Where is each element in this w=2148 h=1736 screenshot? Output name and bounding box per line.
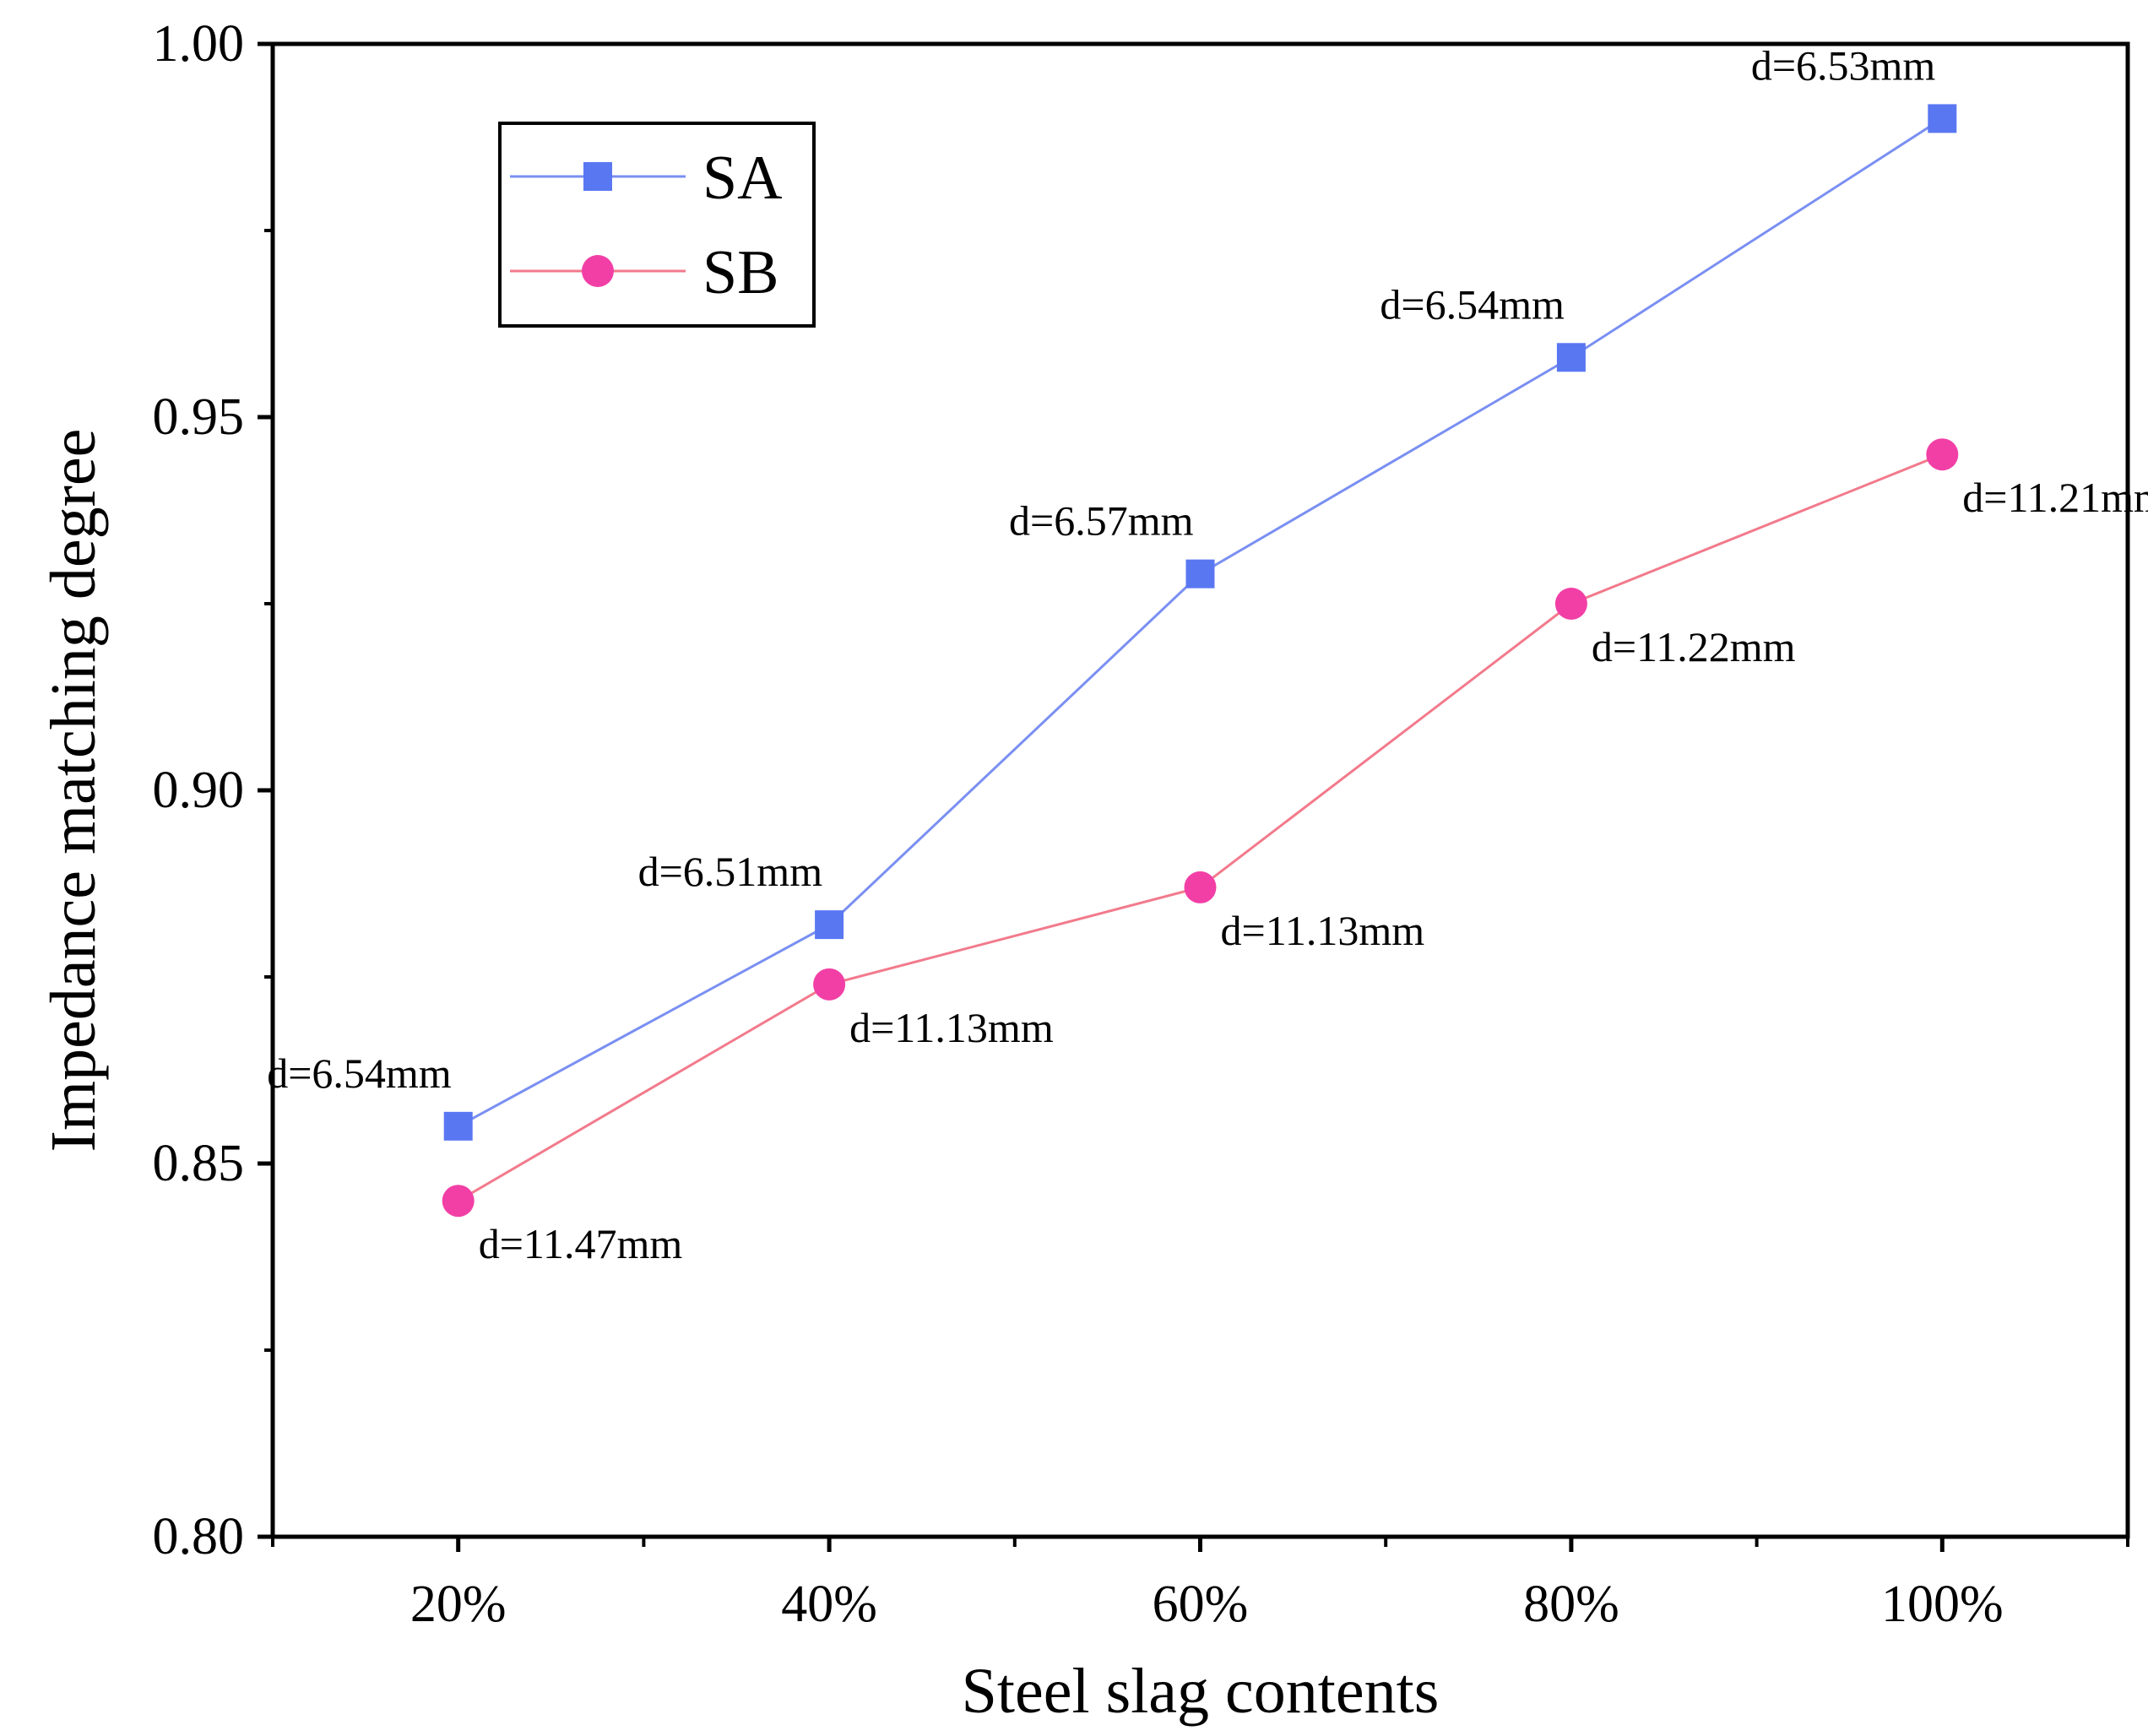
legend-label-sa: SA: [702, 144, 783, 213]
data-point-sa: [1185, 559, 1215, 589]
data-label-sb: d=11.21mm: [1962, 474, 2148, 521]
data-label-sb: d=11.13mm: [1221, 907, 1425, 954]
x-tick-label: 40%: [781, 1576, 877, 1633]
x-tick-label: 60%: [1153, 1576, 1249, 1633]
legend-marker-sb: [582, 255, 614, 287]
data-point-sb: [442, 1185, 475, 1218]
data-label-sb: d=11.13mm: [849, 1004, 1054, 1051]
x-tick-label: 80%: [1523, 1576, 1619, 1633]
data-label-sa: d=6.54mm: [1380, 280, 1565, 328]
data-label-sa: d=6.53mm: [1751, 41, 1936, 89]
data-point-sa: [815, 910, 844, 940]
y-tick-label: 1.00: [153, 15, 245, 73]
x-tick-label: 20%: [410, 1576, 507, 1633]
data-label-sa: d=6.51mm: [638, 848, 823, 895]
data-point-sb: [813, 968, 846, 1001]
data-label-sa: d=6.54mm: [267, 1050, 452, 1097]
data-label-sb: d=11.47mm: [479, 1220, 683, 1267]
x-tick-label: 100%: [1881, 1576, 2004, 1633]
data-label-sa: d=6.57mm: [1009, 497, 1194, 545]
data-label-sb: d=11.22mm: [1592, 623, 1796, 670]
y-tick-label: 0.85: [153, 1135, 245, 1192]
data-point-sb: [1926, 438, 1959, 471]
data-point-sb: [1554, 588, 1587, 620]
data-point-sa: [1556, 343, 1586, 372]
y-tick-label: 0.90: [153, 762, 245, 819]
legend-box: [498, 122, 816, 328]
legend-label-sb: SB: [702, 238, 779, 307]
legend-marker-sa: [583, 162, 612, 191]
y-tick-label: 0.95: [153, 388, 245, 446]
data-point-sa: [443, 1111, 473, 1141]
data-point-sb: [1184, 871, 1217, 903]
x-axis-title: Steel slag contents: [962, 1656, 1440, 1727]
y-tick-label: 0.80: [153, 1508, 245, 1565]
y-axis-title: Impedance matching degree: [38, 429, 109, 1153]
data-point-sa: [1928, 104, 1957, 133]
